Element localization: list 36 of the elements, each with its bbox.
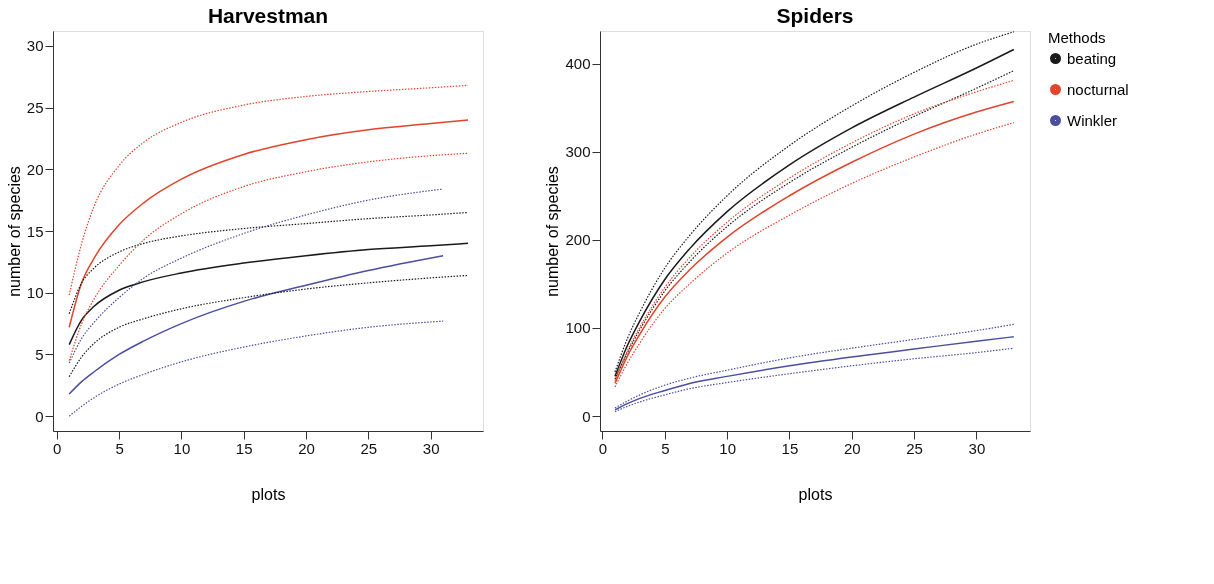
x-axis-title: plots (798, 485, 833, 503)
x-tick-label: 25 (906, 439, 923, 457)
x-tick-label: 5 (115, 439, 124, 457)
legend-title: Methods (1048, 29, 1106, 46)
x-tick-label: 15 (235, 439, 253, 457)
x-tick-label: 0 (598, 439, 608, 457)
legend-label: nocturnal (1067, 80, 1129, 98)
y-tick-label: 200 (565, 231, 591, 249)
y-tick-label: 0 (35, 407, 44, 425)
y-tick-label: 25 (26, 99, 44, 117)
y-tick-label: 30 (26, 37, 44, 55)
x-tick-label: 5 (661, 439, 670, 457)
x-tick-label: 0 (53, 439, 62, 457)
legend-label: Winkler (1067, 111, 1118, 129)
x-tick-label: 25 (360, 439, 378, 457)
chart-title: Harvestman (207, 4, 329, 27)
y-axis-title: number of species (544, 166, 562, 297)
y-tick-label: 5 (35, 345, 44, 363)
x-tick-label: 10 (173, 439, 191, 457)
x-tick-label: 15 (781, 439, 799, 457)
y-tick-label: 15 (26, 222, 44, 240)
y-tick-label: 100 (565, 319, 591, 337)
chart-title: Spiders (776, 4, 854, 27)
x-axis-title: plots (251, 485, 286, 503)
legend-label: beating (1067, 49, 1117, 67)
y-tick-label: 20 (26, 160, 44, 178)
x-tick-label: 20 (843, 439, 861, 457)
x-tick-label: 30 (968, 439, 986, 457)
y-tick-label: 400 (565, 55, 591, 73)
x-tick-label: 10 (719, 439, 736, 457)
y-tick-label: 0 (582, 407, 591, 425)
x-tick-label: 20 (298, 439, 315, 457)
x-tick-label: 30 (422, 439, 440, 457)
y-tick-label: 10 (26, 284, 44, 302)
y-tick-label: 300 (565, 143, 591, 161)
y-axis-title: number of species (5, 166, 23, 297)
